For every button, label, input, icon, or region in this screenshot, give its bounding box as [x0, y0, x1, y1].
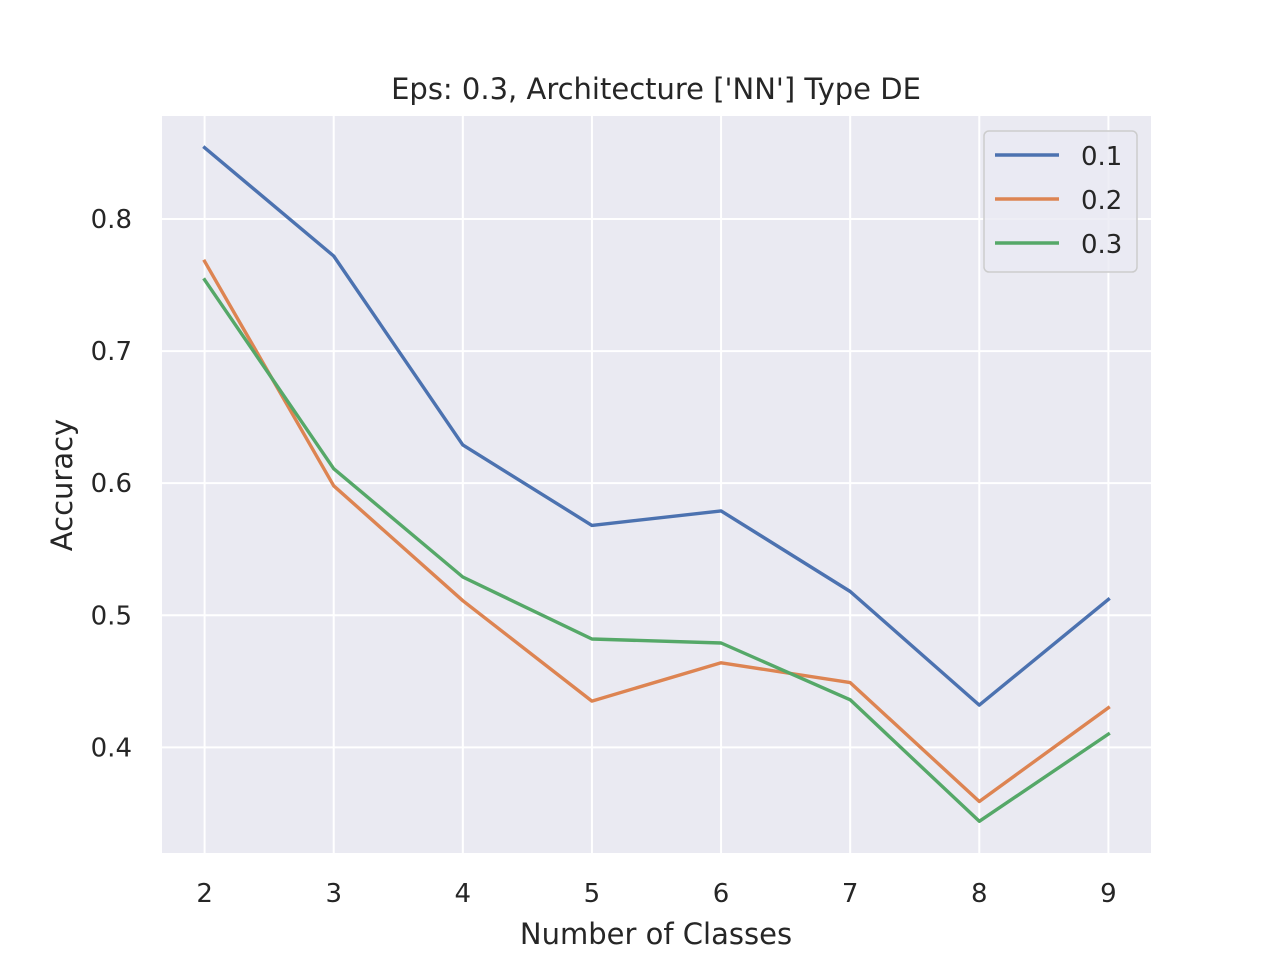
x-tick-label: 5 — [584, 879, 601, 909]
series-lines — [202, 145, 1111, 823]
x-tick-label: 2 — [196, 879, 213, 909]
x-tick-label: 3 — [325, 879, 342, 909]
y-tick-label: 0.6 — [91, 469, 132, 499]
y-tick-label: 0.5 — [91, 601, 132, 631]
legend-label: 0.2 — [1081, 186, 1122, 216]
series-line-0.2 — [202, 258, 1111, 804]
x-tick-label: 7 — [842, 879, 859, 909]
y-tick-labels: 0.4 0.5 0.6 0.7 0.8 — [91, 205, 132, 763]
x-tick-labels: 2 3 4 5 6 7 8 9 — [196, 879, 1116, 909]
legend: 0.1 0.2 0.3 — [983, 130, 1138, 273]
y-axis-label: Accuracy — [45, 419, 79, 551]
x-axis-label: Number of Classes — [520, 917, 792, 951]
legend-label: 0.3 — [1081, 230, 1122, 260]
series-line-0.1 — [202, 145, 1111, 707]
chart-title: Eps: 0.3, Architecture ['NN'] Type DE — [391, 72, 921, 106]
x-tick-label: 9 — [1100, 879, 1117, 909]
legend-frame — [983, 130, 1138, 273]
y-tick-label: 0.4 — [91, 733, 132, 763]
x-tick-label: 6 — [713, 879, 730, 909]
series-line-0.3 — [202, 277, 1111, 823]
x-tick-label: 4 — [455, 879, 472, 909]
y-tick-label: 0.7 — [91, 337, 132, 367]
x-tick-label: 8 — [971, 879, 988, 909]
legend-label: 0.1 — [1081, 142, 1122, 172]
y-tick-label: 0.8 — [91, 205, 132, 235]
